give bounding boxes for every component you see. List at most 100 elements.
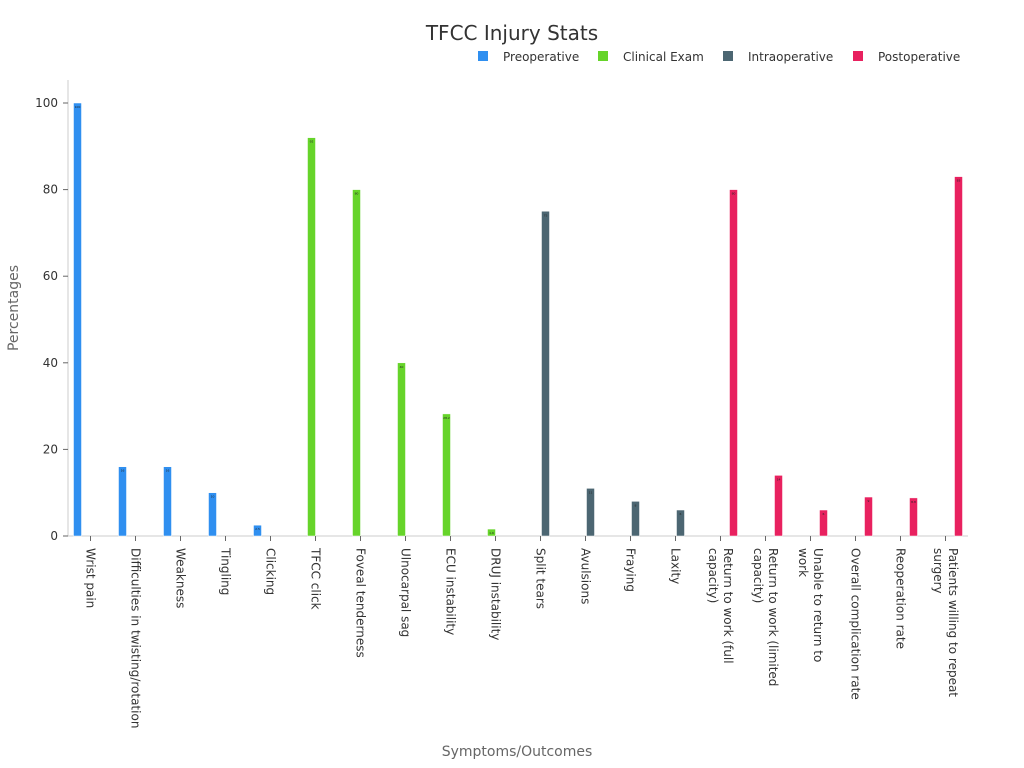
bar	[487, 528, 496, 537]
x-tick-label-line: Wrist pain	[84, 548, 98, 608]
bar	[253, 524, 262, 537]
y-axis-label: Percentages	[6, 265, 22, 351]
bar	[631, 501, 640, 537]
x-tick-label: Avulsions	[579, 548, 593, 604]
bar	[774, 475, 783, 537]
bar-data-label: 83	[957, 179, 961, 183]
x-tick-label-line: Fraying	[624, 548, 638, 592]
x-tick-label-line: Foveal tenderness	[354, 548, 368, 658]
bar-data-label: 11	[589, 490, 593, 494]
bar-data-label: 1.6	[489, 531, 494, 535]
bar-data-label: 6	[680, 512, 682, 516]
x-tick-label: Foveal tenderness	[354, 548, 368, 658]
x-tick-label: DRUJ instability	[489, 548, 503, 640]
x-tick-label-line: Tingling	[219, 547, 233, 595]
bar-data-label: 92	[310, 140, 314, 144]
bar-data-label: 8	[635, 503, 637, 507]
legend-label: Clinical Exam	[623, 50, 704, 64]
legend-label: Preoperative	[503, 50, 579, 64]
bar	[729, 189, 738, 537]
chart-title: TFCC Injury Stats	[425, 21, 598, 45]
x-tick-label-line: Overall complication rate	[849, 548, 863, 700]
bar	[676, 509, 685, 537]
bar-data-label: 28.2	[443, 416, 450, 420]
bar	[397, 362, 406, 537]
x-tick-label-line: ECU instability	[444, 548, 458, 635]
legend-swatch	[598, 51, 608, 61]
x-tick-label: Difficulties in twisting/rotation	[129, 548, 143, 728]
x-tick-label: Return to work (fullcapacity)	[706, 548, 735, 664]
bar	[73, 102, 82, 537]
bar-data-label: 80	[732, 192, 736, 196]
x-tick-label: Laxity	[669, 548, 683, 584]
y-tick-label: 60	[43, 269, 58, 283]
bar	[208, 492, 217, 537]
x-tick-label-line: Patients willing to repeat	[946, 548, 960, 697]
x-tick-label-line: Difficulties in twisting/rotation	[129, 548, 143, 728]
x-tick-label: Unable to return towork	[796, 548, 825, 662]
y-tick-label: 20	[43, 442, 58, 456]
x-axis-label: Symptoms/Outcomes	[442, 744, 593, 760]
x-tick-label-line: Unable to return to	[811, 548, 825, 662]
legend-swatch	[478, 51, 488, 61]
x-tick-label-line: capacity)	[706, 548, 720, 603]
y-tick-label: 100	[35, 96, 58, 110]
bar-data-label: 6	[823, 512, 825, 516]
x-tick-label: Return to work (limitedcapacity)	[751, 548, 780, 686]
bar	[864, 496, 873, 537]
bar-data-label: 100	[75, 105, 81, 109]
x-tick-label-line: Weakness	[174, 548, 188, 608]
x-tick-label-line: DRUJ instability	[489, 548, 503, 640]
legend-swatch	[853, 51, 863, 61]
x-tick-label: Patients willing to repeatsurgery	[931, 548, 960, 697]
bar	[586, 488, 595, 537]
x-tick-label-line: Laxity	[669, 548, 683, 584]
x-tick-label: Fraying	[624, 548, 638, 592]
x-tick-label-line: Ulnocarpal sag	[399, 548, 413, 637]
x-ticks: Wrist pain Difficulties in twisting/rotat…	[84, 536, 960, 728]
x-tick-label: Split tears	[534, 548, 548, 609]
x-tick-label: Clicking	[264, 548, 278, 595]
bar	[163, 466, 172, 537]
bar	[442, 413, 451, 537]
bar-data-label: 10	[211, 495, 215, 499]
x-tick-label-line: Return to work (limited	[766, 548, 780, 686]
x-tick-label: Tingling	[219, 547, 233, 595]
x-tick-label: Ulnocarpal sag	[399, 548, 413, 637]
bar-data-label: 9	[868, 499, 870, 503]
x-tick-label-line: Split tears	[534, 548, 548, 609]
bar	[118, 466, 127, 537]
bar	[307, 137, 316, 537]
bars: 100 16 16 10 2.5 92 80 40 28.2 1.6 75 11 8 6 80 14 6 9 8.8…	[73, 102, 963, 537]
x-tick-label-line: TFCC click	[309, 547, 323, 610]
y-tick-label: 0	[50, 529, 58, 543]
bar-data-label: 2.5	[255, 527, 260, 531]
bar-data-label: 80	[355, 192, 359, 196]
x-tick-label: Weakness	[174, 548, 188, 608]
x-tick-label-line: Avulsions	[579, 548, 593, 604]
bar	[541, 211, 550, 537]
x-tick-label-line: work	[796, 548, 810, 577]
y-ticks: 0 20 40 60 80 100	[35, 96, 68, 543]
bar-data-label: 14	[777, 477, 781, 481]
x-tick-label: Wrist pain	[84, 548, 98, 608]
bar-data-label: 16	[121, 469, 125, 473]
y-tick-label: 80	[43, 183, 58, 197]
legend: Preoperative Clinical Exam Intraoperative P…	[478, 50, 960, 64]
bar	[352, 189, 361, 537]
bar	[909, 497, 918, 537]
y-tick-label: 40	[43, 356, 58, 370]
bar	[954, 176, 963, 537]
bar-data-label: 40	[400, 365, 404, 369]
legend-label: Postoperative	[878, 50, 960, 64]
x-tick-label-line: Reoperation rate	[894, 548, 908, 649]
x-tick-label-line: Clicking	[264, 548, 278, 595]
x-tick-label: Overall complication rate	[849, 548, 863, 700]
bar	[819, 509, 828, 537]
x-tick-label: Reoperation rate	[894, 548, 908, 649]
bar-data-label: 75	[544, 213, 548, 217]
x-tick-label-line: Return to work (full	[721, 548, 735, 664]
bar-data-label: 8.8	[911, 500, 916, 504]
x-tick-label-line: capacity)	[751, 548, 765, 603]
